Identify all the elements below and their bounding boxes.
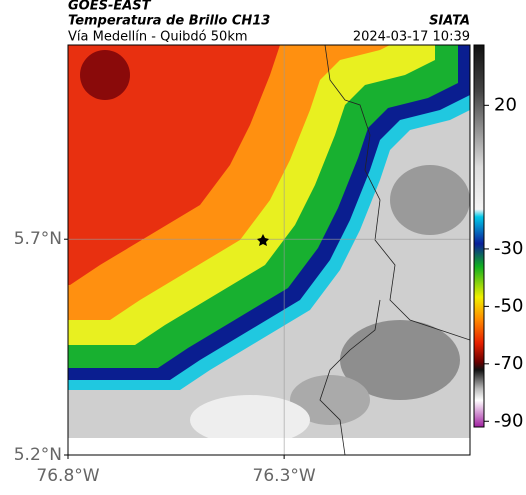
colorbar-tick-label: -90: [494, 410, 523, 431]
cloud-patch: [290, 375, 370, 425]
x-tick-label: 76.8°W: [36, 466, 99, 486]
cloud-patch: [340, 320, 460, 400]
datetime: 2024-03-17 10:39: [353, 30, 470, 45]
subtitle: Temperatura de Brillo CH13: [68, 14, 270, 29]
cold-core: [80, 50, 130, 100]
colorbar-tick-label: -30: [494, 238, 523, 259]
colorbar-tick-label: 20: [494, 94, 517, 115]
region: Vía Medellín - Quibdó 50km: [68, 30, 248, 45]
city-marker: [257, 234, 269, 246]
y-tick-label: 5.2°N: [14, 445, 62, 465]
title: GOES-EAST: [68, 0, 152, 14]
cloud-patch: [190, 395, 310, 445]
colorbar-tick-label: -50: [494, 295, 523, 316]
no-data-strip: [68, 438, 470, 455]
imagery: [68, 45, 470, 455]
map-frame: [67, 44, 471, 456]
warm-bands: [68, 45, 470, 390]
colorbar-tick-label: -70: [494, 353, 523, 374]
axis-labels: 76.8°W 76.3°W 5.7°N 5.2°N 20 -30 -50 -70 -90: [14, 94, 524, 486]
boundary: [319, 45, 470, 455]
colorbar: [473, 44, 485, 428]
source: SIATA: [429, 14, 470, 29]
x-tick-label: 76.3°W: [253, 466, 316, 486]
cloud-patch: [390, 165, 470, 235]
y-tick-label: 5.7°N: [14, 229, 62, 249]
